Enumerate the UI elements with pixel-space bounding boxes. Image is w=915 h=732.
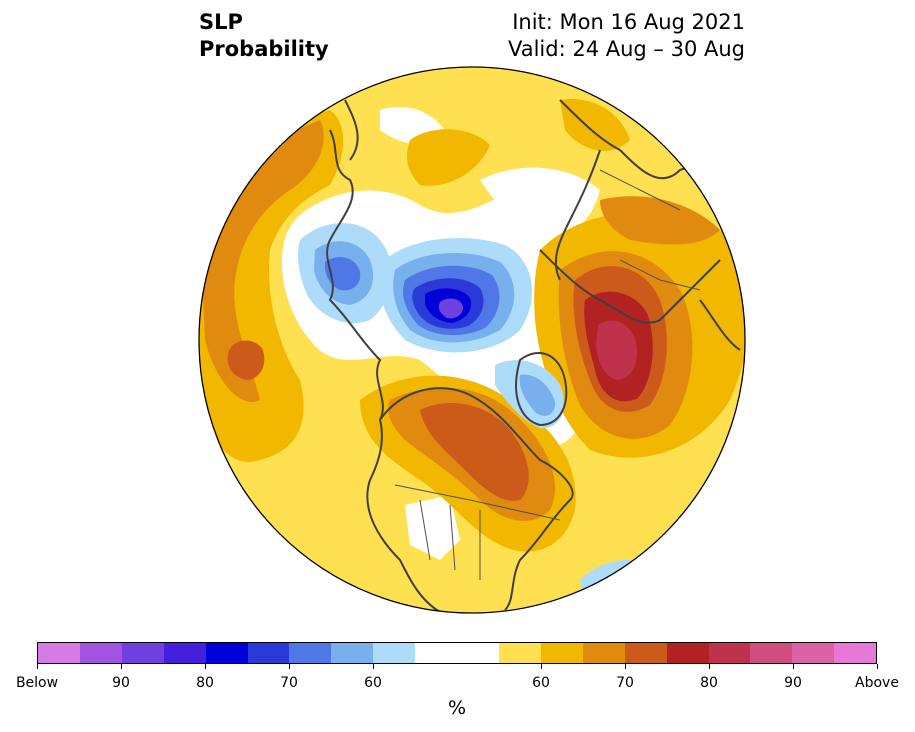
polar-map xyxy=(198,66,746,614)
colorbar-segment xyxy=(624,643,667,663)
colorbar-tick-label: 60 xyxy=(364,675,382,691)
colorbar-segment xyxy=(708,643,751,663)
borders xyxy=(394,169,701,580)
colorbar-segment xyxy=(247,643,290,663)
colorbar-segment xyxy=(834,643,877,663)
pacific-core xyxy=(227,340,265,380)
colorbar-unit: % xyxy=(447,697,467,719)
arctic-patch-orange xyxy=(407,129,490,186)
canada-anomaly-core xyxy=(420,402,529,501)
colorbar-segment xyxy=(38,643,80,663)
colorbar xyxy=(37,642,877,664)
colorbar-tick xyxy=(205,664,206,669)
europe-anomaly xyxy=(600,196,720,245)
title-left: SLP Probability xyxy=(199,9,329,63)
valid-range: Valid: 24 Aug – 30 Aug xyxy=(507,37,745,61)
variable-subtitle: Probability xyxy=(199,37,329,61)
colorbar-tick-label: 80 xyxy=(196,675,214,691)
colorbar-tick xyxy=(121,664,122,669)
colorbar-tick xyxy=(541,664,542,669)
blue-anomaly-center-core xyxy=(438,298,464,319)
colorbar-tick xyxy=(289,664,290,669)
colorbar-tick xyxy=(37,664,38,669)
colorbar-tick xyxy=(625,664,626,669)
colorbar-segment xyxy=(582,643,625,663)
colorbar-segment xyxy=(666,643,709,663)
colorbar-segment xyxy=(163,643,206,663)
colorbar-segment xyxy=(415,643,458,663)
blue-anomaly-dark-west xyxy=(324,257,361,291)
colorbar-segment xyxy=(498,643,541,663)
colorbar-segment xyxy=(457,643,499,663)
variable-title: SLP xyxy=(199,10,243,34)
colorbar-tick-label: 90 xyxy=(784,675,802,691)
colorbar-tick-label: Above xyxy=(855,675,899,691)
colorbar-tick xyxy=(877,664,878,669)
scandinavia-patch xyxy=(560,99,630,151)
init-date: Init: Mon 16 Aug 2021 xyxy=(512,10,745,34)
blue-anomaly-greenland-mid xyxy=(519,374,556,416)
colorbar-tick xyxy=(373,664,374,669)
colorbar-segment xyxy=(540,643,583,663)
asia-anomaly-core xyxy=(596,320,638,380)
colorbar-segment xyxy=(121,643,164,663)
colorbar-segment xyxy=(205,643,248,663)
colorbar-tick-label: 70 xyxy=(616,675,634,691)
colorbar-tick-label: Below xyxy=(15,675,59,691)
colorbar-tick xyxy=(709,664,710,669)
colorbar-segment xyxy=(750,643,793,663)
colorbar-tick-label: 80 xyxy=(700,675,718,691)
colorbar-segment xyxy=(289,643,332,663)
neutral-zone-plains xyxy=(405,495,460,560)
globe-outline xyxy=(198,66,746,614)
colorbar-segment xyxy=(792,643,835,663)
title-right: Init: Mon 16 Aug 2021 Valid: 24 Aug – 30… xyxy=(508,9,745,63)
colorbar-segment xyxy=(331,643,374,663)
colorbar-segment xyxy=(79,643,122,663)
colorbar-segment xyxy=(373,643,416,663)
colorbar-tick-label: 70 xyxy=(280,675,298,691)
colorbar-tick-label: 90 xyxy=(112,675,130,691)
colorbar-tick-label: 60 xyxy=(532,675,550,691)
colorbar-tick xyxy=(793,664,794,669)
